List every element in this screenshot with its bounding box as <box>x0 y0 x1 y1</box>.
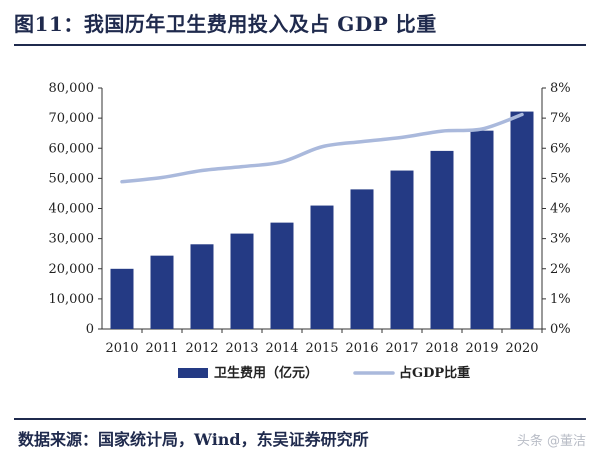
source-rule <box>14 418 586 420</box>
legend-bar-label: 卫生费用（亿元） <box>214 365 318 381</box>
right-axis-tick-label: 7% <box>550 111 571 126</box>
right-axis-tick-label: 1% <box>550 292 571 307</box>
legend-bar-swatch <box>178 368 208 378</box>
x-axis-tick-label: 2010 <box>105 341 138 356</box>
x-axis-tick-label: 2020 <box>505 341 538 356</box>
left-axis-tick-label: 70,000 <box>49 111 95 126</box>
x-axis-tick-label: 2013 <box>225 341 258 356</box>
left-axis-tick-label: 50,000 <box>49 171 95 186</box>
x-axis-tick-label: 2011 <box>145 341 178 356</box>
bar-2010 <box>110 268 134 329</box>
bar-2020 <box>510 111 534 329</box>
x-axis-tick-label: 2015 <box>305 341 338 356</box>
x-axis-tick-label: 2016 <box>345 341 378 356</box>
x-axis-tick-label: 2012 <box>185 341 218 356</box>
right-axis-tick-label: 2% <box>550 262 571 277</box>
right-axis-tick-label: 3% <box>550 232 571 247</box>
gdp-share-line <box>120 112 524 184</box>
bar-2018 <box>430 150 454 329</box>
right-axis-tick-label: 4% <box>550 202 571 217</box>
bar-2011 <box>150 255 174 329</box>
right-axis-tick-label: 0% <box>550 322 571 337</box>
bar-2016 <box>350 189 374 329</box>
x-axis-tick-label: 2014 <box>265 341 298 356</box>
left-axis-tick-label: 30,000 <box>49 232 95 247</box>
left-axis-tick-label: 20,000 <box>49 262 95 277</box>
left-axis-tick-label: 60,000 <box>49 141 95 156</box>
left-axis-tick-label: 40,000 <box>49 202 95 217</box>
legend-line-label: 占GDP比重 <box>399 365 470 381</box>
bar-2012 <box>190 244 214 329</box>
x-axis-tick-label: 2019 <box>465 341 498 356</box>
watermark-text: 头条 @董洁 <box>516 434 586 449</box>
right-axis-tick-label: 6% <box>550 141 571 156</box>
right-axis-tick-label: 8% <box>550 81 571 96</box>
bar-2017 <box>390 170 414 329</box>
left-axis-tick-label: 10,000 <box>49 292 95 307</box>
left-axis-tick-label: 0 <box>86 322 94 337</box>
left-axis-tick-label: 80,000 <box>49 81 95 96</box>
bar-2019 <box>470 130 494 329</box>
x-axis-tick-label: 2018 <box>425 341 458 356</box>
source-note: 数据来源：国家统计局，Wind，东吴证券研究所 <box>18 430 369 449</box>
chart-title: 图11：我国历年卫生费用投入及占 GDP 比重 <box>14 12 437 36</box>
x-axis-tick-label: 2017 <box>385 341 418 356</box>
right-axis-tick-label: 5% <box>550 171 571 186</box>
bar-2013 <box>230 233 254 329</box>
title-rule <box>14 44 586 46</box>
bar-2015 <box>310 205 334 329</box>
bar-2014 <box>270 222 294 329</box>
